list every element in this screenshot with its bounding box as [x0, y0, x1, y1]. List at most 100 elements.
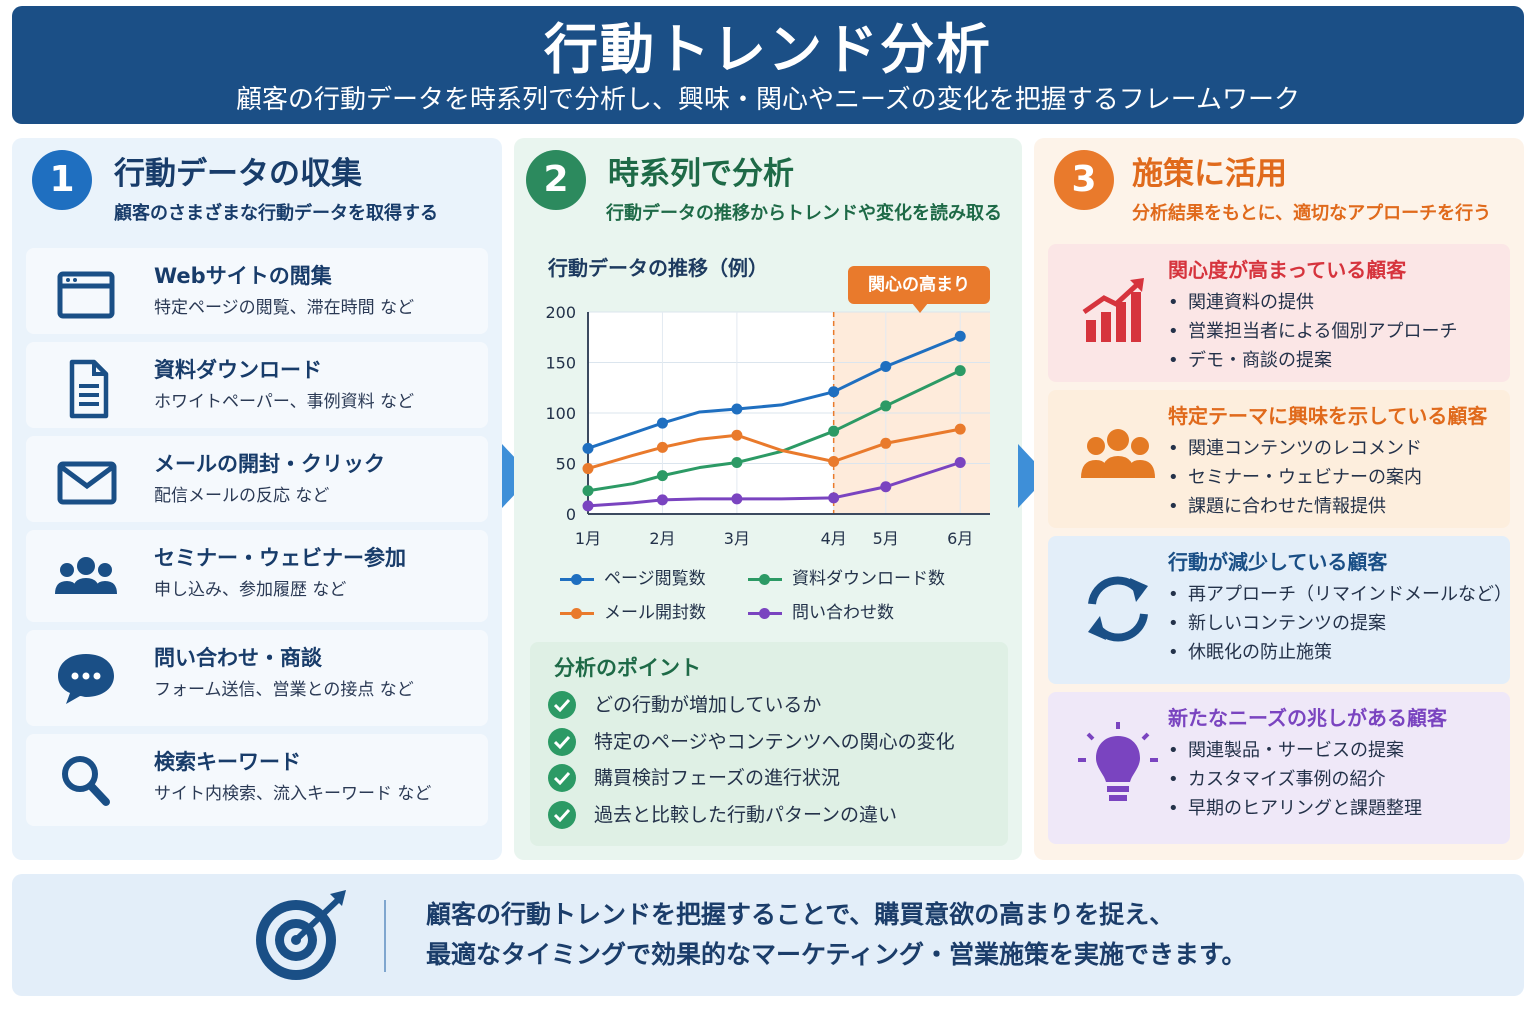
legend-label: メール開封数: [604, 603, 706, 623]
target-arrow-icon: [256, 890, 346, 980]
footer-summary: 顧客の行動トレンドを把握することで、購買意欲の高まりを捉え、 最適なタイミングで…: [12, 874, 1524, 996]
action-title: 特定テーマに興味を示している顧客: [1168, 404, 1488, 428]
data-point: [656, 441, 668, 453]
section-2-subtitle: 行動データの推移からトレンドや変化を読み取る: [606, 203, 1002, 224]
page-title: 行動トレンド分析: [544, 18, 992, 81]
analysis-points-box: 分析のポイント どの行動が増加しているか 特定のページやコンテンツへの関心の変化…: [530, 642, 1008, 846]
action-bullet: 営業担当者による個別アプローチ: [1168, 317, 1457, 346]
data-point: [582, 485, 594, 497]
trend-chart: 行動データの推移（例） 0 50 100 150 200 1月 2月 3月 4月 5月 6月 関心の…: [530, 244, 1010, 634]
data-point: [954, 330, 966, 342]
step-number-3: 3: [1054, 150, 1114, 210]
data-source-desc: 申し込み、参加履歴 など: [154, 580, 347, 600]
data-point: [828, 386, 840, 398]
legend-label: 資料ダウンロード数: [792, 569, 945, 589]
callout-pointer: [912, 303, 928, 313]
section-3-subtitle: 分析結果をもとに、適切なアプローチを行う: [1132, 203, 1492, 224]
data-point: [880, 437, 892, 449]
action-bullet: 関連資料の提供: [1168, 288, 1457, 317]
action-bullet: 関連コンテンツのレコメンド: [1168, 434, 1422, 463]
analysis-point-text: どの行動が増加しているか: [594, 694, 822, 716]
data-source-card: セミナー・ウェビナー参加 申し込み、参加履歴 など: [26, 530, 488, 622]
data-point: [954, 365, 966, 377]
section-1-header: 1 行動データの収集 顧客のさまざまな行動データを取得する: [12, 138, 502, 236]
action-bullet: カスタマイズ事例の紹介: [1168, 765, 1422, 794]
interest-rise-callout: 関心の高まり: [848, 266, 990, 304]
legend-label: 問い合わせ数: [792, 603, 894, 623]
data-source-desc: ホワイトペーパー、事例資料 など: [154, 392, 415, 412]
data-source-title: 検索キーワード: [154, 750, 301, 774]
section-2-header: 2 時系列で分析 行動データの推移からトレンドや変化を読み取る: [514, 138, 1022, 236]
data-point: [582, 463, 594, 475]
data-point: [731, 493, 743, 505]
data-source-card: メールの開封・クリック 配信メールの反応 など: [26, 436, 488, 522]
footer-line-1: 顧客の行動トレンドを把握することで、購買意欲の高まりを捉え、: [426, 900, 1175, 929]
data-source-card: Webサイトの閲集 特定ページの閲覧、滞在時間 など: [26, 248, 488, 334]
data-source-title: セミナー・ウェビナー参加: [154, 546, 406, 570]
y-tick-label: 50: [556, 455, 576, 474]
action-bullet: 休眠化の防止施策: [1168, 638, 1512, 667]
action-bullet: 課題に合わせた情報提供: [1168, 492, 1422, 521]
page-subtitle: 顧客の行動データを時系列で分析し、興味・関心やニーズの変化を把握するフレームワー…: [236, 85, 1300, 115]
footer-divider: [384, 900, 386, 972]
data-source-card: 資料ダウンロード ホワイトペーパー、事例資料 など: [26, 342, 488, 428]
action-bullet: 早期のヒアリングと課題整理: [1168, 794, 1422, 823]
data-point: [656, 470, 668, 482]
x-tick-label: 1月: [575, 529, 601, 548]
footer-line-2: 最適なタイミングで効果的なマーケティング・営業施策を実施できます。: [426, 940, 1247, 969]
action-bullet-list: 関連製品・サービスの提案 カスタマイズ事例の紹介 早期のヒアリングと課題整理: [1168, 736, 1422, 823]
data-source-card: 検索キーワード サイト内検索、流入キーワード など: [26, 734, 488, 826]
chart-title: 行動データの推移（例）: [548, 256, 768, 280]
action-bullet: セミナー・ウェビナーの案内: [1168, 463, 1422, 492]
legend-marker: [571, 608, 582, 619]
data-point: [828, 492, 840, 504]
data-source-desc: 配信メールの反応 など: [154, 486, 330, 506]
analysis-point-text: 特定のページやコンテンツへの関心の変化: [594, 731, 955, 753]
step-number-1: 1: [32, 150, 92, 210]
section-2-title: 時系列で分析: [608, 156, 794, 192]
action-title: 新たなニーズの兆しがある顧客: [1168, 706, 1447, 730]
action-bullet: デモ・商談の提案: [1168, 346, 1457, 375]
analysis-points-title: 分析のポイント: [554, 656, 701, 680]
x-tick-label: 4月: [821, 529, 847, 548]
people-group-icon: [1081, 429, 1155, 478]
magnifier-icon: [62, 756, 110, 806]
y-tick-label: 150: [545, 354, 576, 373]
header-banner: 行動トレンド分析 顧客の行動データを時系列で分析し、興味・関心やニーズの変化を把…: [12, 6, 1524, 124]
y-tick-label: 0: [566, 505, 576, 524]
data-source-title: Webサイトの閲集: [154, 264, 332, 288]
data-point: [731, 429, 743, 441]
x-tick-label: 6月: [947, 529, 973, 548]
people-group-icon: [55, 557, 117, 594]
section-3-title: 施策に活用: [1132, 156, 1287, 192]
section-data-collection: 1 行動データの収集 顧客のさまざまな行動データを取得する Webサイトの閲集 …: [12, 138, 502, 860]
data-point: [731, 456, 743, 468]
data-point: [880, 481, 892, 493]
chart-plot: 0 50 100 150 200 1月 2月 3月 4月 5月 6月: [545, 303, 990, 548]
action-bullet: 新しいコンテンツの提案: [1168, 609, 1512, 638]
action-bullet-list: 関連資料の提供 営業担当者による個別アプローチ デモ・商談の提案: [1168, 288, 1457, 375]
data-source-desc: 特定ページの閲覧、滞在時間 など: [154, 298, 415, 318]
checkmark-icon: [548, 728, 576, 756]
legend-label: ページ閲覧数: [604, 569, 706, 589]
data-point: [880, 400, 892, 412]
rising-bar-chart-icon: [1082, 278, 1144, 342]
data-point: [954, 423, 966, 435]
refresh-arrows-icon: [1088, 576, 1148, 642]
checkmark-icon: [548, 691, 576, 719]
data-point: [828, 425, 840, 437]
data-source-title: 問い合わせ・商談: [154, 646, 322, 670]
legend-marker: [571, 574, 582, 585]
section-apply-measures: 3 施策に活用 分析結果をもとに、適切なアプローチを行う 関心度が高まっている顧…: [1034, 138, 1524, 860]
x-tick-label: 5月: [873, 529, 899, 548]
action-title: 関心度が高まっている顧客: [1168, 258, 1407, 282]
data-point: [582, 500, 594, 512]
section-1-subtitle: 顧客のさまざまな行動データを取得する: [114, 203, 438, 224]
data-point: [828, 455, 840, 467]
action-bullet: 関連製品・サービスの提案: [1168, 736, 1422, 765]
data-point: [582, 442, 594, 454]
data-source-title: メールの開封・クリック: [154, 452, 385, 476]
action-card-high-interest: 関心度が高まっている顧客 関連資料の提供 営業担当者による個別アプローチ デモ・…: [1048, 244, 1510, 382]
data-source-desc: フォーム送信、営業との接点 など: [154, 680, 414, 700]
legend-marker: [759, 608, 770, 619]
